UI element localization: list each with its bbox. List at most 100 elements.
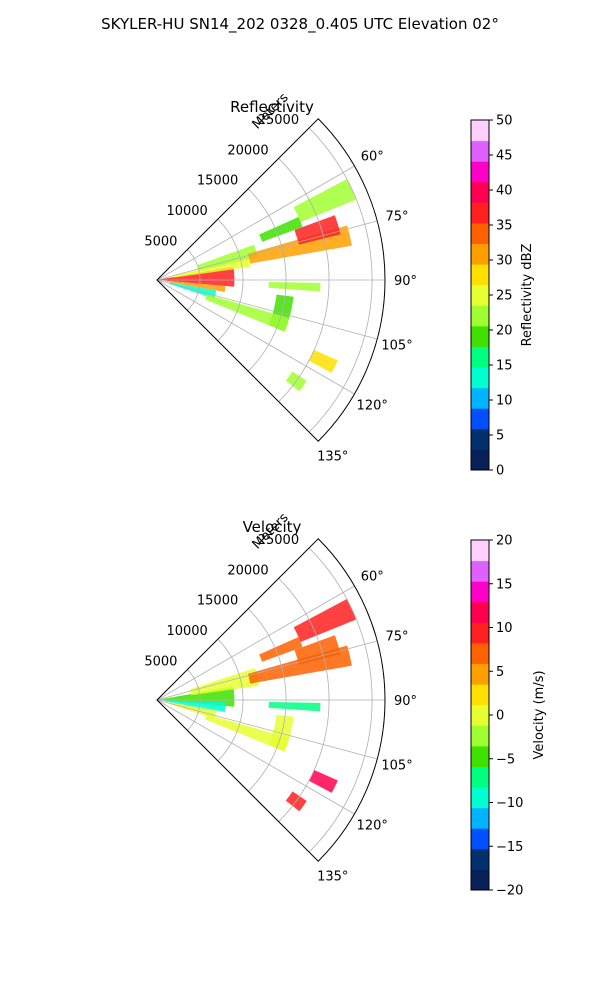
reflectivity-echo [308, 349, 338, 373]
reflectivity-colorbar-segment [471, 367, 489, 389]
reflectivity-azimuth-gridline [156, 279, 355, 395]
velocity-echo [165, 700, 226, 712]
velocity-echo [308, 769, 338, 793]
reflectivity-colorbar-tick-label: 0 [496, 464, 504, 479]
velocity-colorbar-label: Velocity (m/s) [532, 670, 547, 759]
velocity-colorbar-segment [471, 622, 489, 644]
reflectivity-title: Reflectivity [230, 98, 314, 116]
velocity-azimuth-tick-label: 60° [361, 570, 384, 585]
reflectivity-colorbar-segment [471, 305, 489, 327]
reflectivity-azimuth-tick-label: 90° [394, 274, 417, 289]
velocity-colorbar-tick-label: 15 [496, 577, 513, 592]
velocity-colorbar-segment [471, 560, 489, 582]
reflectivity-sector-frame [156, 118, 386, 442]
velocity-radial-tick-label: 15000 [197, 594, 238, 609]
velocity-radial-tick-label: 20000 [227, 563, 268, 578]
velocity-colorbar-segment [471, 745, 489, 767]
reflectivity-colorbar-tick-label: 25 [496, 289, 513, 304]
velocity-colorbar-tick-label: 20 [496, 534, 513, 549]
reflectivity-echo [293, 179, 357, 222]
velocity-colorbar-tick-label: −10 [496, 796, 523, 811]
reflectivity-echo [204, 294, 290, 332]
velocity-echo [204, 714, 290, 752]
reflectivity-colorbar-tick-label: 35 [496, 219, 513, 234]
reflectivity-azimuth-gridline [156, 220, 378, 281]
reflectivity-azimuth-tick-label: 135° [317, 450, 348, 465]
reflectivity-colorbar-segment [471, 449, 489, 471]
reflectivity-azimuth-tick-label: 120° [357, 398, 388, 413]
reflectivity-radial-tick-label: 20000 [227, 143, 268, 158]
velocity-colorbar-segment [471, 869, 489, 891]
velocity-azimuth-gridline [156, 640, 378, 701]
reflectivity-azimuth-gridline [156, 165, 355, 281]
velocity-colorbar-segment [471, 601, 489, 623]
reflectivity-colorbar-segment [471, 181, 489, 203]
velocity-sector-frame [156, 538, 386, 862]
reflectivity-azimuth-tick-label: 60° [361, 150, 384, 165]
velocity-colorbar-segment [471, 807, 489, 829]
reflectivity-panel: Reflectivity Reflectivity dBZ 5000 10000 1… [144, 90, 535, 478]
reflectivity-colorbar-segment [471, 120, 489, 142]
reflectivity-colorbar-segment [471, 243, 489, 265]
velocity-echo [293, 599, 357, 642]
reflectivity-colorbar-segment [471, 284, 489, 306]
reflectivity-colorbar-tick-label: 40 [496, 184, 513, 199]
reflectivity-colorbar-segment [471, 202, 489, 224]
velocity-colorbar-segment [471, 540, 489, 562]
figure-title: SKYLER-HU SN14_202 0328_0.405 UTC Elevat… [101, 15, 499, 33]
velocity-colorbar-tick-label: −5 [496, 752, 515, 767]
reflectivity-radial-tick-label: 5000 [144, 235, 177, 250]
velocity-colorbar-segment [471, 787, 489, 809]
reflectivity-colorbar-tick-label: 15 [496, 359, 513, 374]
reflectivity-colorbar-segment [471, 264, 489, 286]
velocity-azimuth-tick-label: 90° [394, 694, 417, 709]
velocity-colorbar-segment [471, 684, 489, 706]
velocity-echo [294, 635, 341, 665]
reflectivity-colorbar-segment [471, 161, 489, 183]
velocity-radial-tick-label: 10000 [166, 624, 207, 639]
reflectivity-colorbar-tick-label: 30 [496, 254, 513, 269]
reflectivity-azimuth-tick-label: 105° [381, 338, 412, 353]
reflectivity-colorbar-tick-label: 45 [496, 149, 513, 164]
velocity-azimuth-gridline [156, 699, 355, 815]
reflectivity-echo [294, 215, 341, 245]
velocity-azimuth-tick-label: 135° [317, 870, 348, 885]
reflectivity-echo [165, 280, 226, 292]
velocity-colorbar-tick-label: −15 [496, 840, 523, 855]
velocity-azimuth-tick-label: 105° [381, 758, 412, 773]
velocity-colorbar-tick-label: 10 [496, 621, 513, 636]
velocity-azimuth-tick-label: 75° [386, 630, 409, 645]
velocity-colorbar-segment [471, 704, 489, 726]
reflectivity-colorbar-tick-label: 10 [496, 394, 513, 409]
reflectivity-radial-tick-label: 10000 [166, 204, 207, 219]
velocity-panel: Velocity Velocity (m/s) 5000 10000 15000 20… [144, 510, 547, 898]
velocity-radial-tick-label: 5000 [144, 655, 177, 670]
velocity-echo [268, 701, 321, 712]
reflectivity-radial-tick-label: 25000 [258, 113, 299, 128]
reflectivity-colorbar-segment [471, 140, 489, 162]
velocity-colorbar-segment [471, 663, 489, 685]
reflectivity-echo [259, 217, 303, 242]
reflectivity-colorbar-tick-label: 50 [496, 114, 513, 129]
reflectivity-azimuth-tick-label: 75° [386, 210, 409, 225]
reflectivity-echo [197, 244, 258, 271]
reflectivity-colorbar-segment [471, 408, 489, 430]
velocity-colorbar-segment [471, 581, 489, 603]
velocity-colorbar-tick-label: 5 [496, 665, 504, 680]
velocity-colorbar-segment [471, 848, 489, 870]
reflectivity-colorbar-segment [471, 428, 489, 450]
reflectivity-colorbar-segment [471, 387, 489, 409]
reflectivity-radial-tick-label: 15000 [197, 174, 238, 189]
velocity-echo [259, 637, 303, 662]
reflectivity-colorbar-segment [471, 325, 489, 347]
reflectivity-colorbar-label: Reflectivity dBZ [520, 244, 535, 347]
velocity-colorbar-segment [471, 828, 489, 850]
reflectivity-colorbar-segment [471, 222, 489, 245]
velocity-azimuth-tick-label: 120° [357, 818, 388, 833]
velocity-azimuth-gridline [156, 699, 378, 760]
reflectivity-colorbar-segment [471, 346, 489, 368]
velocity-radial-tick-label: 25000 [258, 533, 299, 548]
velocity-azimuth-gridline [156, 585, 355, 701]
velocity-colorbar-segment [471, 642, 489, 665]
